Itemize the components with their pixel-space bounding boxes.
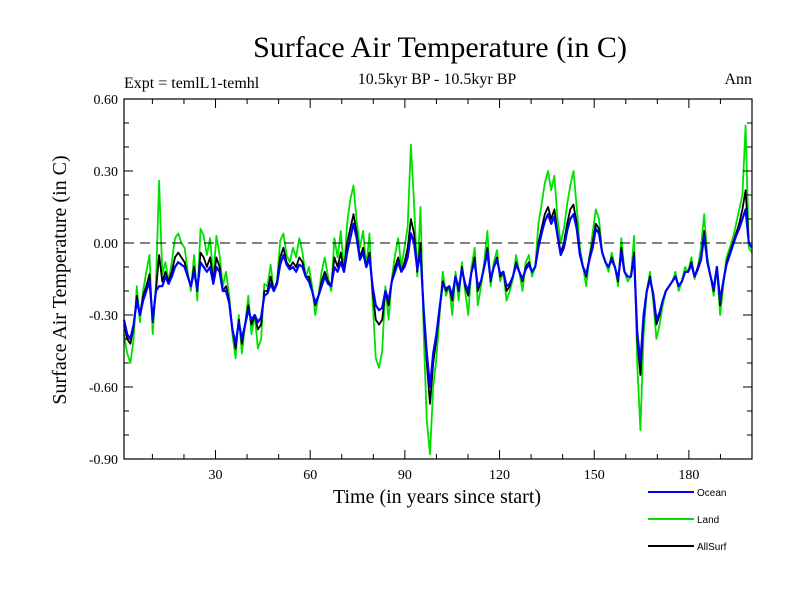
y-axis-label: Surface Air Temperature (in C) — [49, 155, 71, 404]
x-tick-label: 30 — [209, 468, 223, 483]
series-line-ocean — [122, 208, 753, 389]
season-label: Ann — [724, 71, 752, 88]
period-label: 10.5kyr BP - 10.5kyr BP — [358, 71, 517, 88]
y-tick-label: -0.30 — [89, 309, 118, 324]
y-tick-label: -0.60 — [89, 381, 118, 396]
series-line-land — [123, 124, 753, 456]
legend: Ocean Land AllSurf — [648, 488, 727, 553]
x-tick-label: 120 — [489, 468, 510, 483]
y-tick-label: 0.60 — [94, 93, 119, 108]
x-tick-label: 150 — [584, 468, 605, 483]
x-tick-label: 60 — [303, 468, 317, 483]
y-tick-label: -0.90 — [89, 453, 118, 468]
chart-title: Surface Air Temperature (in C) — [253, 31, 627, 64]
x-tick-label: 90 — [398, 468, 412, 483]
legend-label-land: Land — [697, 515, 719, 526]
x-tick-label: 180 — [678, 468, 699, 483]
legend-label-ocean: Ocean — [697, 488, 726, 499]
y-tick-label: 0.30 — [94, 165, 119, 180]
y-tick-label: 0.00 — [94, 237, 119, 252]
series-line-allsurf — [123, 189, 753, 405]
axis-ticks: -0.90 -0.60 -0.30 0.00 0.30 0.60 30 60 90 120 150 1… — [89, 93, 752, 483]
experiment-label: Expt = temlL1-temhl — [124, 75, 260, 92]
x-axis-label: Time (in years since start) — [333, 486, 541, 508]
legend-label-allsurf: AllSurf — [697, 542, 727, 553]
series-layer — [122, 124, 753, 456]
plot-frame — [123, 98, 753, 460]
